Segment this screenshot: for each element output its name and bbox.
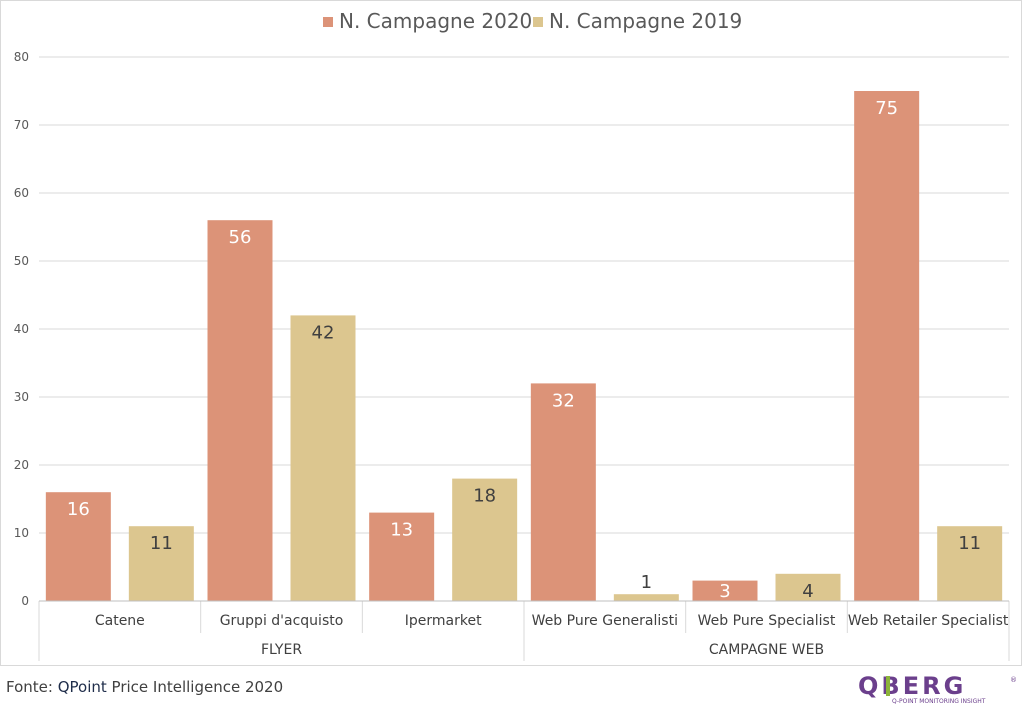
source-rest: Price Intelligence 2020 (106, 678, 284, 696)
y-tick-label: 20 (14, 458, 29, 472)
legend-label: N. Campagne 2020 (339, 9, 532, 33)
source-brand: QPoint (57, 678, 107, 696)
data-label: 11 (958, 533, 981, 554)
data-label: 13 (390, 520, 413, 541)
data-label: 42 (312, 322, 335, 343)
data-label: 3 (719, 581, 730, 602)
y-tick-label: 30 (14, 390, 29, 404)
bar (207, 220, 273, 601)
x-category-label: Catene (95, 613, 145, 629)
data-label: 11 (150, 533, 173, 554)
data-label: 18 (473, 486, 496, 507)
data-label: 75 (875, 98, 898, 119)
x-group-label: CAMPAGNE WEB (709, 642, 824, 658)
data-label: 1 (641, 572, 652, 593)
y-tick-label: 40 (14, 322, 29, 336)
qberg-logo: QBERG Q-POINT MONITORING INSIGHT ® (858, 672, 1018, 706)
source-prefix: Fonte: (6, 678, 58, 696)
bar (692, 580, 758, 601)
legend-label: N. Campagne 2019 (549, 9, 742, 33)
y-tick-label: 60 (14, 186, 29, 200)
chart-frame: 0 10 20 30 40 50 60 70 80 16 11 Catene 56 42 Gruppi d'… (0, 0, 1022, 666)
source-note: Fonte: QPoint Price Intelligence 2020 (6, 678, 283, 696)
bar (290, 315, 356, 601)
x-category-label: Web Pure Generalisti (532, 613, 678, 629)
y-tick-label: 0 (21, 594, 29, 608)
data-label: 4 (802, 581, 813, 602)
logo-wordmark: QBERG (858, 672, 966, 700)
bar-chart: 0 10 20 30 40 50 60 70 80 16 11 Catene 56 42 Gruppi d'… (14, 9, 1010, 661)
bar (854, 91, 920, 601)
bar (613, 594, 679, 601)
y-tick-label: 50 (14, 254, 29, 268)
x-category-label: Web Retailer Specialist (848, 613, 1009, 629)
bar (128, 526, 194, 601)
data-label: 32 (552, 390, 575, 411)
bar (369, 512, 435, 601)
y-tick-label: 70 (14, 118, 29, 132)
svg-text:®: ® (1010, 676, 1017, 684)
y-tick-label: 80 (14, 50, 29, 64)
y-tick-label: 10 (14, 526, 29, 540)
legend-swatch (323, 17, 333, 27)
bar (775, 573, 841, 601)
bar (45, 492, 111, 601)
bar (452, 478, 518, 601)
x-group-label: FLYER (261, 642, 302, 658)
bar (937, 526, 1003, 601)
data-label: 16 (67, 499, 90, 520)
x-category-label: Gruppi d'acquisto (220, 613, 344, 629)
data-label: 56 (229, 227, 252, 248)
legend-swatch (533, 17, 543, 27)
x-category-label: Web Pure Specialist (698, 613, 836, 629)
bar (530, 383, 596, 601)
x-category-label: Ipermarket (405, 613, 482, 629)
logo-tagline: Q-POINT MONITORING INSIGHT (892, 698, 986, 705)
